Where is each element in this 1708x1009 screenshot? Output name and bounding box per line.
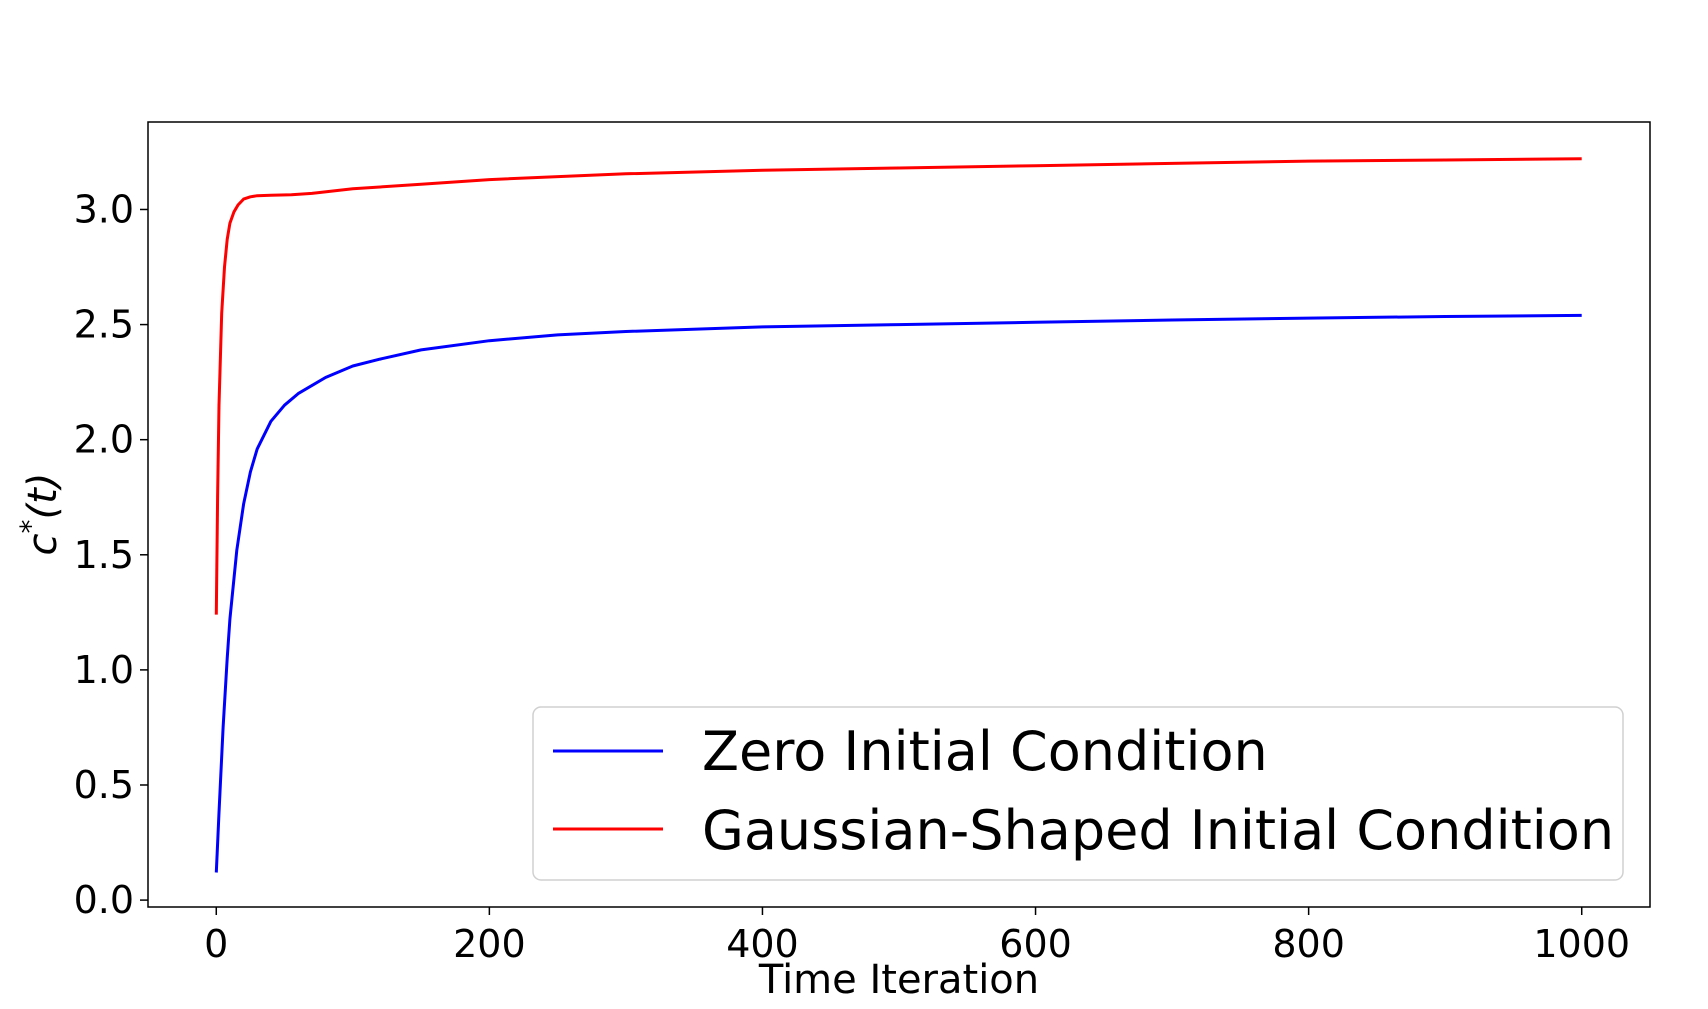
y-tick-label: 1.0 <box>74 648 134 692</box>
y-tick-label: 2.0 <box>74 418 134 462</box>
x-axis-ticks: 0 200 400 600 800 1000 <box>204 907 1630 966</box>
x-tick-label: 200 <box>453 922 526 966</box>
x-tick-label: 1000 <box>1533 922 1630 966</box>
legend-label-zero: Zero Initial Condition <box>702 720 1268 783</box>
y-axis-label-sup: * <box>14 519 47 533</box>
x-tick-label: 400 <box>726 922 799 966</box>
legend-box <box>532 706 1624 881</box>
series-line-zero <box>214 313 1582 873</box>
y-axis-label: c*(t) <box>14 473 66 556</box>
y-tick-label: 3.0 <box>74 187 134 231</box>
x-tick-label: 0 <box>204 922 228 966</box>
y-axis-ticks: 0.0 0.5 1.0 1.5 2.0 2.5 3.0 <box>74 187 148 922</box>
x-axis-label: Time Iteration <box>758 957 1039 1003</box>
y-tick-label: 2.5 <box>74 303 134 347</box>
y-tick-label: 0.0 <box>74 878 134 922</box>
y-tick-label: 1.5 <box>74 533 134 577</box>
y-axis-label-base: c <box>20 533 66 555</box>
y-tick-label: 0.5 <box>74 763 134 807</box>
x-tick-label: 800 <box>1272 922 1345 966</box>
x-tick-label: 600 <box>999 922 1072 966</box>
series-line-gaussian <box>214 157 1582 615</box>
legend-label-gaussian: Gaussian-Shaped Initial Condition <box>702 799 1614 862</box>
series-layer <box>214 157 1582 873</box>
legend: Zero Initial Condition Gaussian-Shaped I… <box>532 706 1624 881</box>
y-axis-label-arg: (t) <box>20 473 66 520</box>
